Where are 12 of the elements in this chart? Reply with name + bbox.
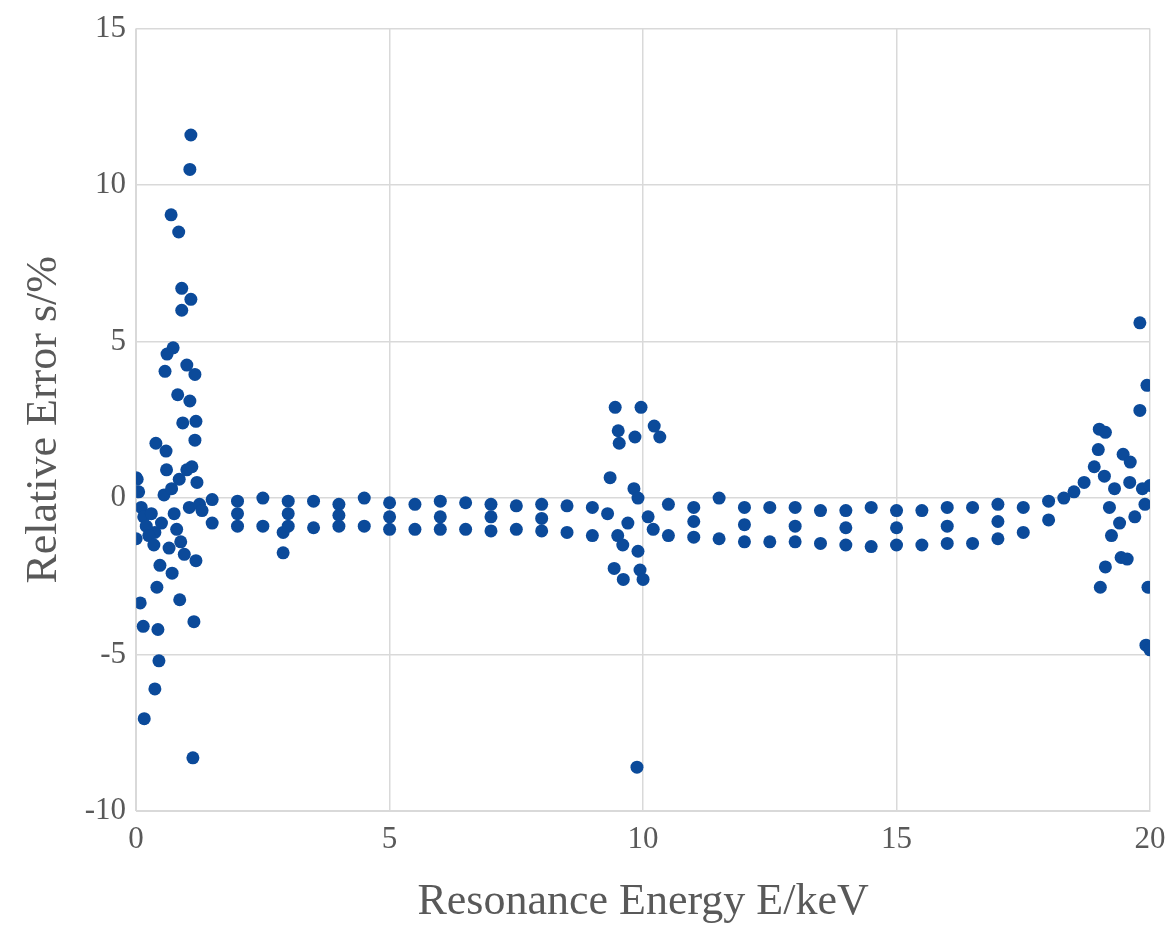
- y-tick-label: 5: [110, 321, 127, 357]
- y-tick-label: -10: [84, 791, 127, 827]
- x-tick-label: 15: [881, 819, 913, 855]
- y-tick-label: -5: [100, 634, 127, 670]
- x-tick-label: 20: [1134, 819, 1166, 855]
- y-tick-label: 0: [110, 478, 127, 514]
- x-tick-label: 10: [627, 819, 659, 855]
- y-tick-label: 10: [95, 165, 127, 201]
- x-tick-label: 5: [381, 819, 398, 855]
- x-axis-title: Resonance Energy E/keV: [417, 875, 869, 925]
- y-axis-title: Relative Error s/%: [16, 256, 66, 584]
- y-tick-label: 15: [95, 8, 127, 44]
